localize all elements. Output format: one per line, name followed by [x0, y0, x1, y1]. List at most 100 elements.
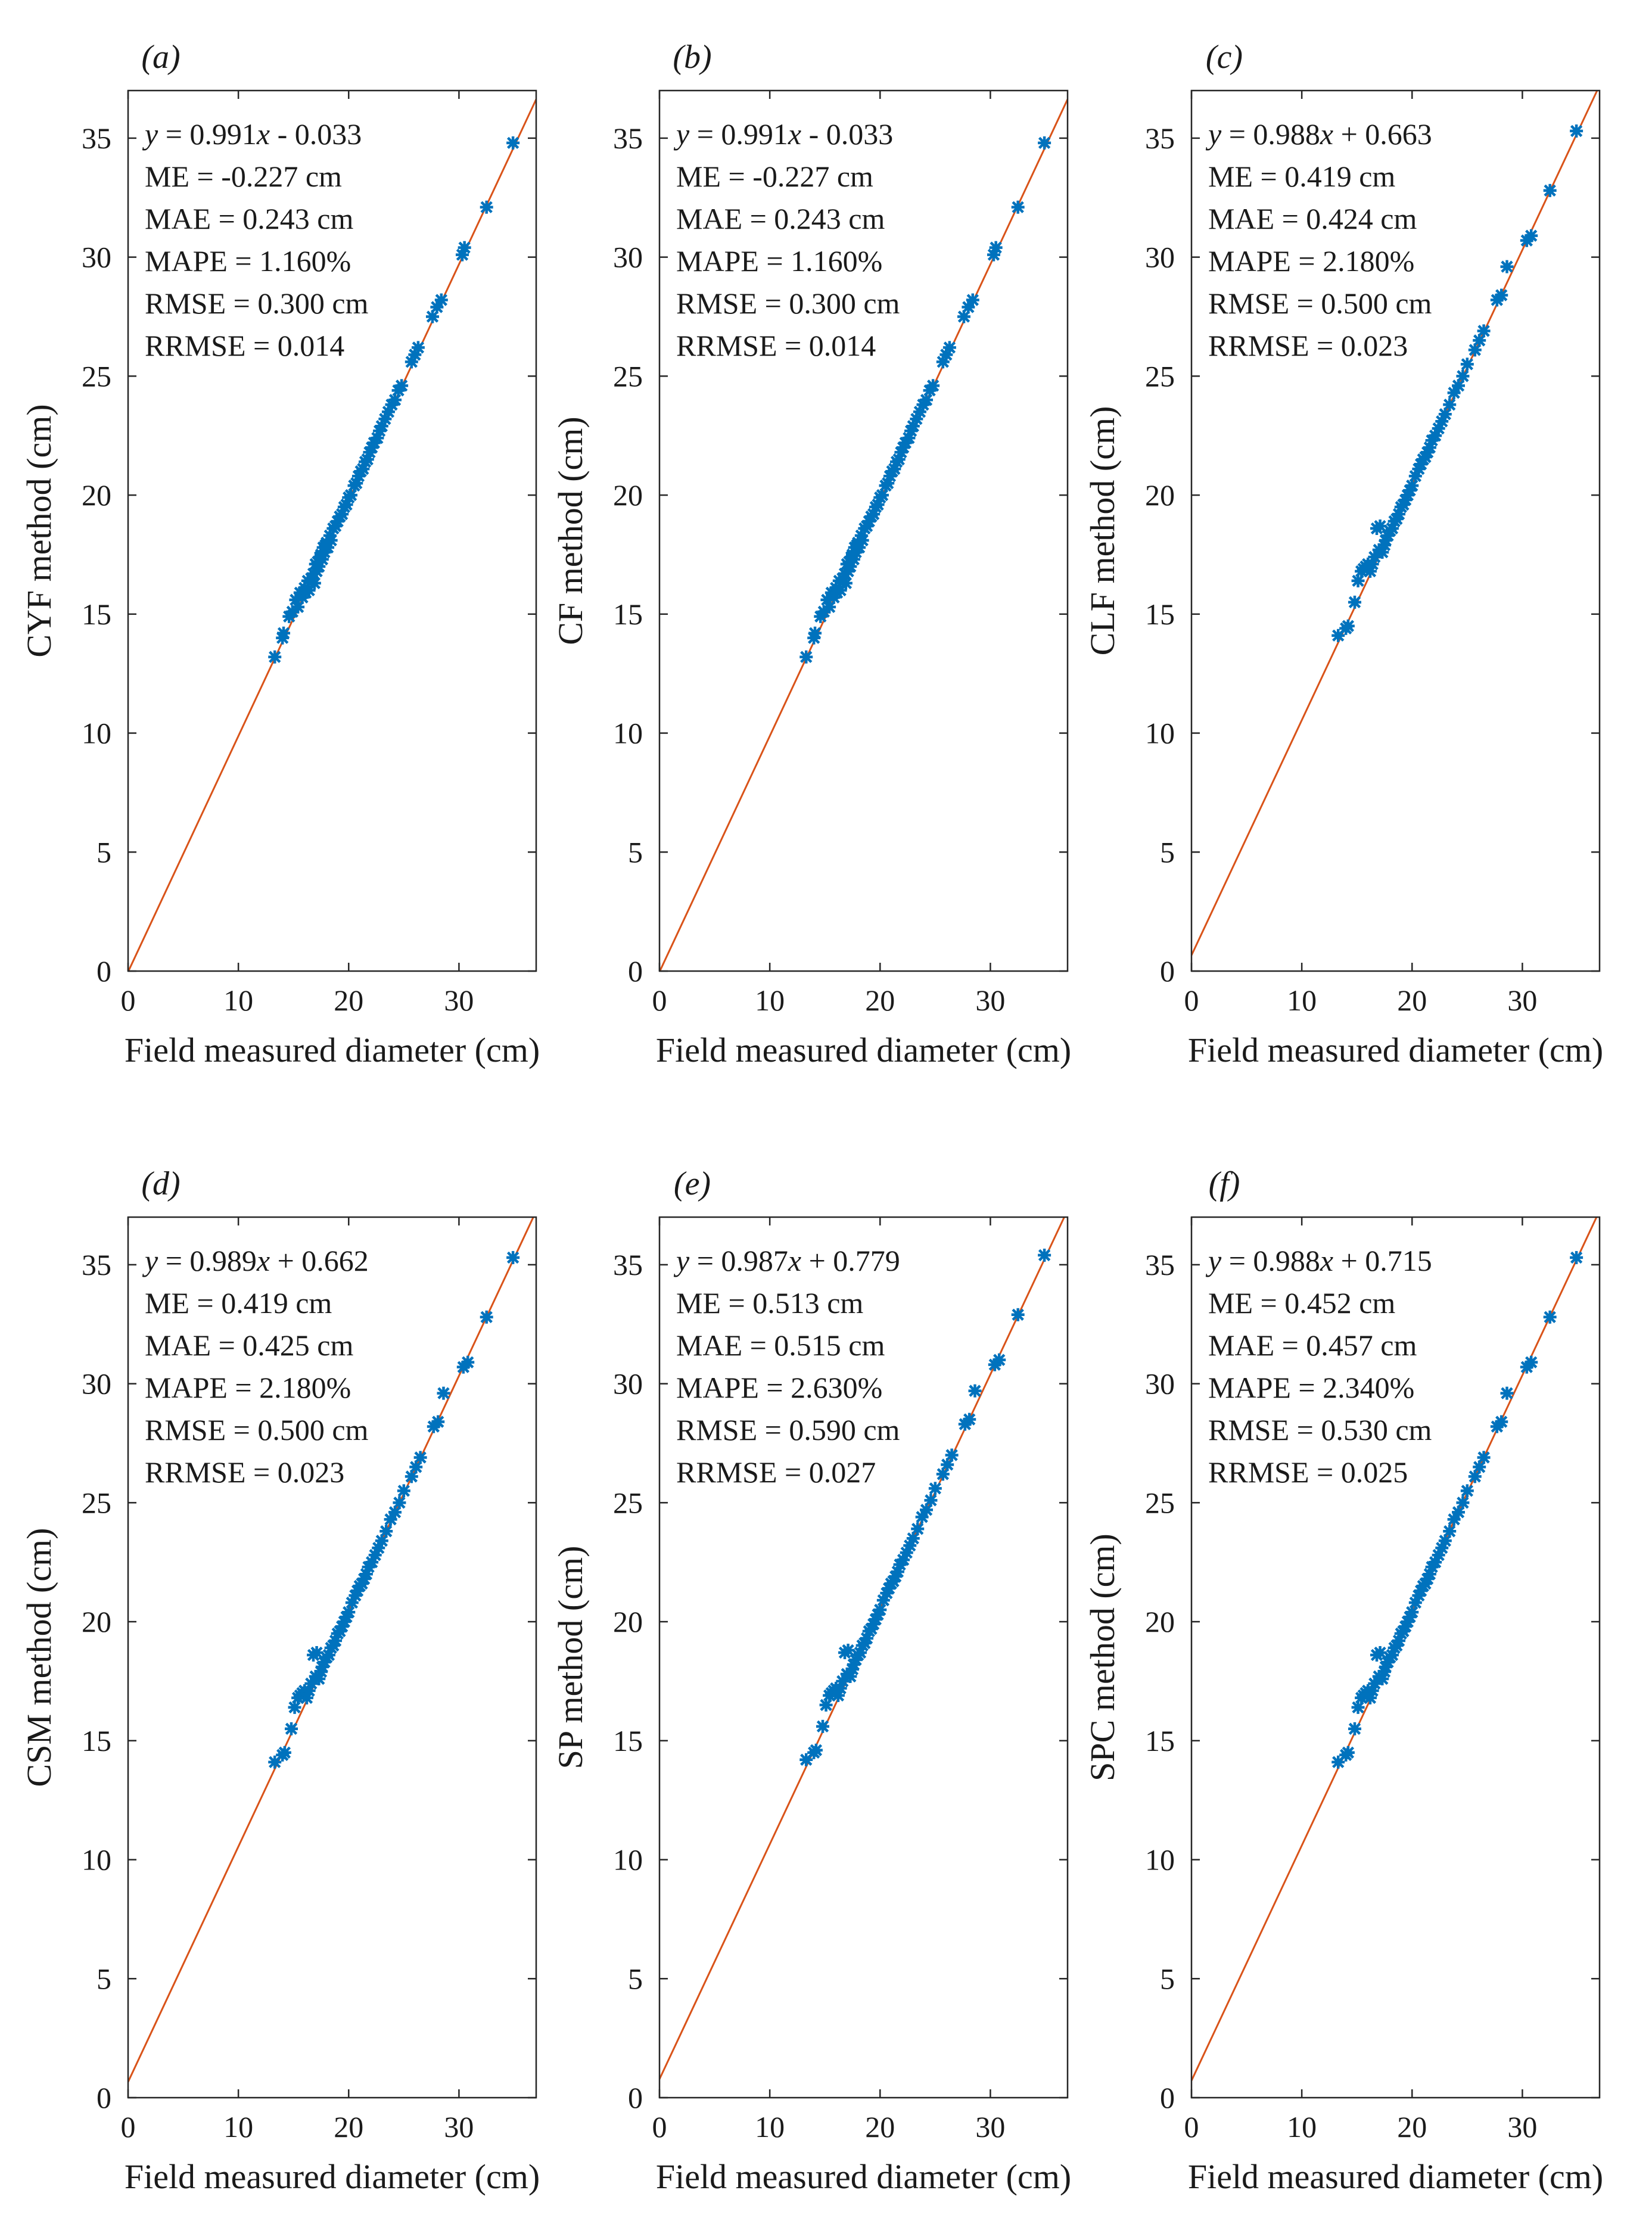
- x-tick-label: 10: [755, 984, 785, 1017]
- data-point: [434, 293, 448, 307]
- stat-mae: MAE = 0.243 cm: [676, 202, 885, 235]
- data-point: [841, 1644, 855, 1657]
- regression-equation: y = 0.987x + 0.779: [673, 1244, 900, 1277]
- y-tick-label: 5: [97, 835, 111, 869]
- data-point: [1038, 136, 1051, 150]
- y-tick-label: 0: [628, 954, 643, 988]
- data-point: [1341, 619, 1355, 633]
- y-tick-label: 10: [613, 717, 643, 750]
- stat-mape: MAPE = 2.340%: [1208, 1371, 1414, 1404]
- stat-mape: MAPE = 2.180%: [145, 1371, 351, 1404]
- data-point: [1570, 1250, 1583, 1264]
- data-point: [458, 241, 471, 254]
- stat-me: ME = 0.419 cm: [145, 1286, 332, 1320]
- data-point: [920, 393, 934, 407]
- scatter-panel: (c) 0 10 20 30 0 5 10 15 20 25 30 35 Field measured d…: [1083, 39, 1603, 1069]
- data-point: [911, 1522, 925, 1536]
- x-tick-label: 10: [1287, 2110, 1317, 2144]
- y-tick-label: 15: [613, 1724, 643, 1757]
- y-tick-label: 10: [1145, 1843, 1175, 1877]
- stat-me: ME = 0.452 cm: [1208, 1286, 1395, 1320]
- stat-mae: MAE = 0.424 cm: [1208, 202, 1417, 235]
- stat-rrmse: RRMSE = 0.014: [676, 329, 876, 362]
- y-tick-label: 0: [628, 2081, 643, 2114]
- data-point: [268, 650, 282, 664]
- data-point: [799, 650, 813, 664]
- y-tick-label: 25: [82, 1486, 111, 1519]
- x-tick-label: 10: [755, 2110, 785, 2144]
- y-tick-label: 30: [613, 1367, 643, 1401]
- scatter-panel: (b) 0 10 20 30 0 5 10 15 20 25 30 35 Field measured d…: [551, 39, 1071, 1069]
- stat-me: ME = 0.513 cm: [676, 1286, 863, 1320]
- y-tick-label: 10: [82, 1843, 111, 1877]
- data-point: [413, 1451, 427, 1464]
- data-point: [1570, 124, 1583, 138]
- data-point: [461, 1355, 475, 1369]
- data-point: [437, 1386, 450, 1400]
- y-tick-label: 5: [97, 1962, 111, 1995]
- data-point: [506, 1250, 520, 1264]
- data-point: [816, 1719, 829, 1733]
- y-axis-label: CYF method (cm): [20, 404, 58, 657]
- x-tick-label: 0: [121, 2110, 136, 2144]
- y-tick-label: 0: [97, 2081, 111, 2114]
- y-tick-label: 35: [82, 1248, 111, 1281]
- x-tick-label: 10: [1287, 984, 1317, 1017]
- y-tick-label: 15: [613, 598, 643, 631]
- y-tick-label: 20: [613, 1605, 643, 1638]
- data-point: [1495, 1415, 1508, 1429]
- data-point: [1011, 1308, 1025, 1321]
- data-point: [1500, 1386, 1514, 1400]
- stat-rmse: RMSE = 0.500 cm: [145, 1413, 369, 1446]
- y-tick-label: 15: [82, 1724, 111, 1757]
- x-tick-label: 0: [1184, 2110, 1199, 2144]
- x-tick-label: 0: [1184, 984, 1199, 1017]
- y-tick-label: 30: [82, 241, 111, 274]
- y-tick-label: 35: [613, 1248, 643, 1281]
- data-point: [397, 1484, 410, 1498]
- y-tick-label: 30: [1145, 1367, 1175, 1401]
- data-point: [1348, 595, 1361, 609]
- stat-rrmse: RRMSE = 0.027: [676, 1455, 876, 1489]
- x-tick-label: 30: [444, 984, 474, 1017]
- y-tick-label: 15: [1145, 1724, 1175, 1757]
- stat-mape: MAPE = 1.160%: [676, 244, 882, 278]
- stat-rrmse: RRMSE = 0.023: [1208, 329, 1408, 362]
- y-tick-label: 25: [1145, 359, 1175, 393]
- y-tick-label: 20: [613, 478, 643, 512]
- data-point: [926, 379, 940, 393]
- stat-mae: MAE = 0.457 cm: [1208, 1329, 1417, 1362]
- stat-mape: MAPE = 2.630%: [676, 1371, 882, 1404]
- data-point: [1038, 1248, 1051, 1262]
- scatter-panel: (a) 0 10 20 30 0 5 10 15 20 25 30 35 Field measured d…: [20, 39, 540, 1069]
- data-point: [1348, 1722, 1361, 1735]
- regression-equation: y = 0.988x + 0.715: [1205, 1244, 1432, 1277]
- x-tick-label: 30: [975, 2110, 1005, 2144]
- panel-label: (a): [141, 39, 180, 76]
- data-point: [871, 1608, 885, 1622]
- stat-mae: MAE = 0.515 cm: [676, 1329, 885, 1362]
- y-tick-label: 5: [628, 835, 643, 869]
- data-point: [285, 1722, 298, 1735]
- scatter-panel: (d) 0 10 20 30 0 5 10 15 20 25 30 35 Field measured d…: [20, 1165, 540, 2196]
- data-point: [1011, 200, 1025, 214]
- y-tick-label: 20: [82, 478, 111, 512]
- y-axis-label: CLF method (cm): [1083, 406, 1122, 656]
- data-point: [1456, 369, 1470, 383]
- data-point: [278, 1746, 291, 1759]
- data-point: [799, 1753, 813, 1766]
- y-tick-label: 35: [613, 122, 643, 155]
- data-point: [395, 379, 409, 393]
- y-tick-label: 30: [613, 241, 643, 274]
- y-tick-label: 15: [1145, 598, 1175, 631]
- x-tick-label: 0: [652, 984, 667, 1017]
- stat-rrmse: RRMSE = 0.014: [145, 329, 344, 362]
- regression-equation: y = 0.991x - 0.033: [673, 117, 893, 151]
- y-tick-label: 25: [1145, 1486, 1175, 1519]
- y-tick-label: 30: [1145, 241, 1175, 274]
- y-axis-label: CF method (cm): [551, 416, 590, 645]
- data-point: [1443, 1525, 1457, 1538]
- data-point: [928, 1482, 942, 1495]
- data-point: [809, 1743, 823, 1757]
